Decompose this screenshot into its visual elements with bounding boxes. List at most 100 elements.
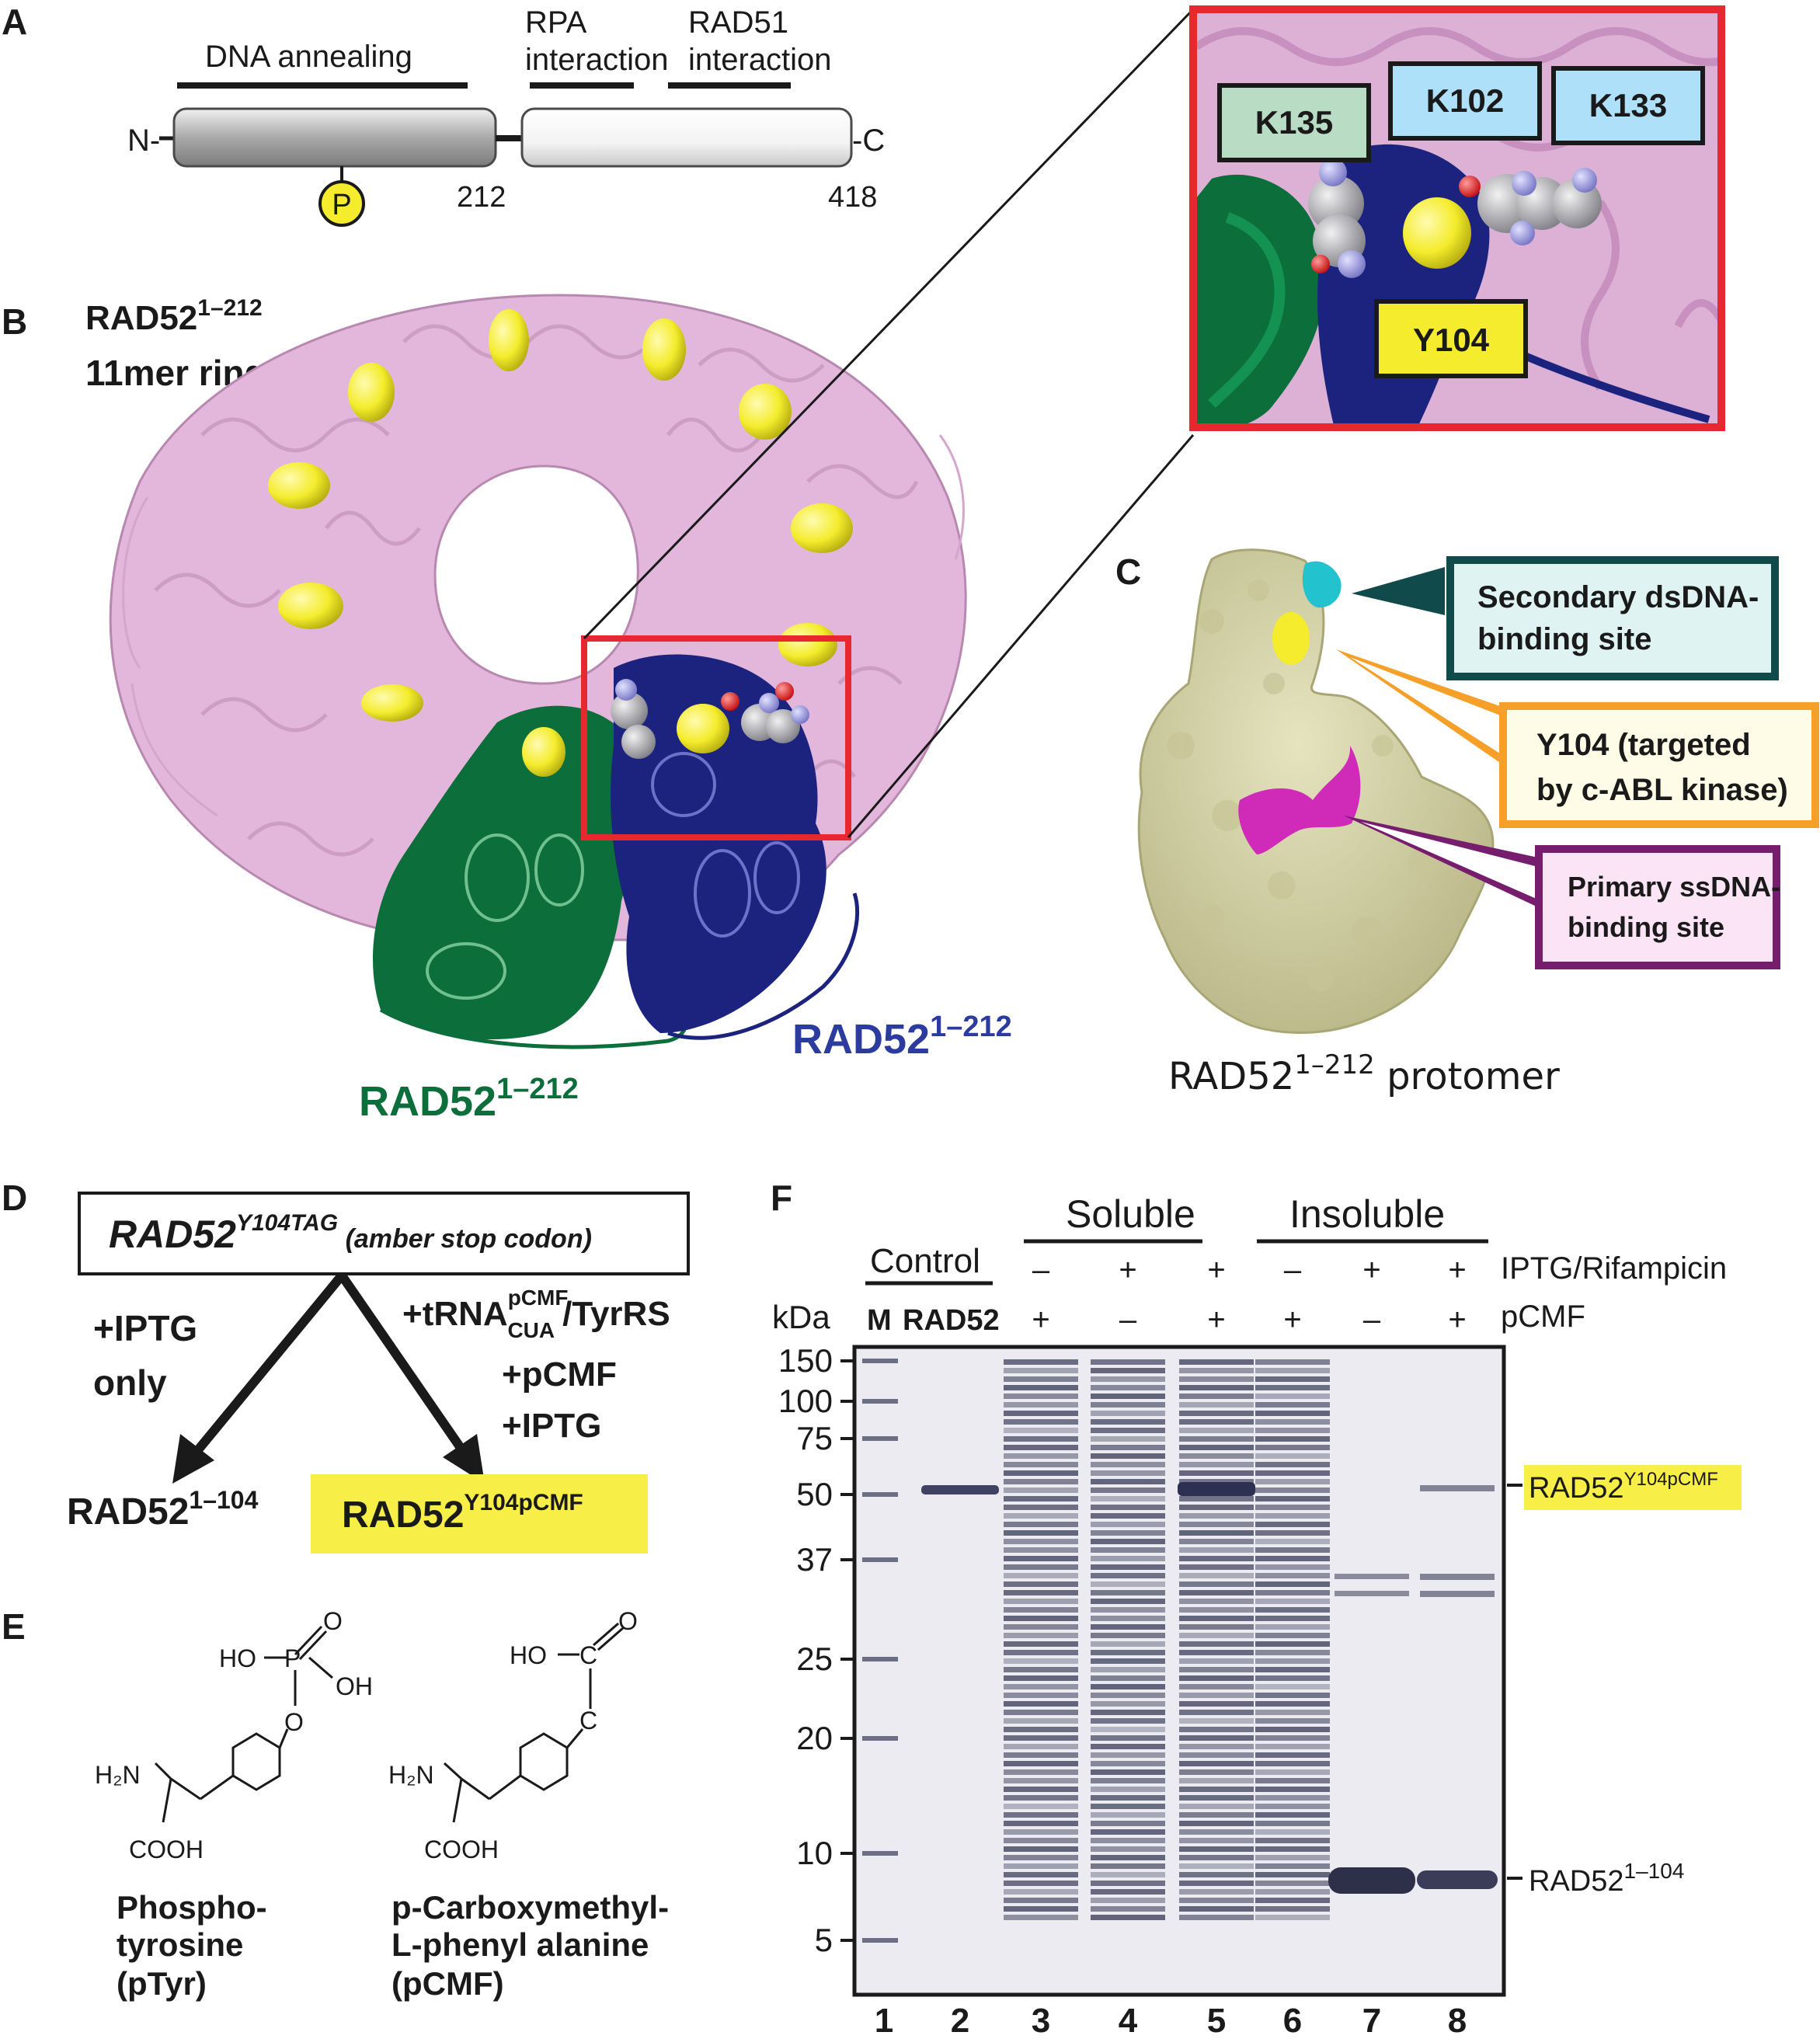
pcmf-sign-lane-8: + bbox=[1448, 1303, 1466, 1337]
lane-6-band bbox=[1255, 1496, 1330, 1501]
lane-5-band bbox=[1179, 1402, 1254, 1407]
lane-6-band bbox=[1255, 1462, 1330, 1467]
lane-3-band bbox=[1004, 1658, 1078, 1664]
lane-6-band bbox=[1255, 1675, 1330, 1681]
mw-label-100: 100 bbox=[778, 1383, 833, 1419]
amber-box bbox=[78, 1192, 690, 1275]
lane-5-band bbox=[1179, 1573, 1254, 1578]
lane-number-5: 5 bbox=[1207, 2002, 1226, 2039]
lane-6-band bbox=[1255, 1436, 1330, 1442]
lane-5-band bbox=[1179, 1829, 1254, 1835]
lane-4-band bbox=[1091, 1505, 1165, 1510]
lane-5-band bbox=[1179, 1684, 1254, 1689]
lane-numbers: 1 2 3 4 5 6 7 8 bbox=[875, 2002, 1467, 2039]
lane-5-band bbox=[1179, 1881, 1254, 1886]
lane-4-band bbox=[1091, 1462, 1165, 1467]
lane-4-band bbox=[1091, 1607, 1165, 1613]
lane-3-band bbox=[1004, 1846, 1078, 1852]
callout-3-line2: binding site bbox=[1568, 911, 1724, 943]
lane-6-band bbox=[1255, 1376, 1330, 1382]
lane-6-band bbox=[1255, 1889, 1330, 1895]
pcmf-name-line2: L-phenyl alanine bbox=[391, 1926, 649, 1963]
lane-5-band bbox=[1179, 1701, 1254, 1707]
lane-5-band bbox=[1179, 1710, 1254, 1715]
lane-6-band bbox=[1255, 1633, 1330, 1638]
lane-5-band bbox=[1179, 1616, 1254, 1621]
mw-label-50: 50 bbox=[796, 1476, 833, 1512]
ladder-band-37 bbox=[862, 1557, 898, 1562]
lane-3-band bbox=[1004, 1684, 1078, 1689]
phospho-marker bbox=[318, 180, 365, 227]
lane-4-band bbox=[1091, 1650, 1165, 1655]
lane-6-band bbox=[1255, 1667, 1330, 1672]
chemical-structures bbox=[154, 1622, 624, 1823]
lane-5-band bbox=[1179, 1385, 1254, 1390]
lane-4-band bbox=[1091, 1394, 1165, 1399]
chemical-labels: HO P O OH O H₂N COOH HO C O C H₂N COOH bbox=[95, 1607, 638, 1863]
lane-3-band bbox=[1004, 1769, 1078, 1775]
lane-5-band bbox=[1179, 1547, 1254, 1553]
lane-4-band bbox=[1091, 1359, 1165, 1365]
lane-3-band bbox=[1004, 1710, 1078, 1715]
lane-6-band bbox=[1255, 1744, 1330, 1749]
lane-3-band bbox=[1004, 1744, 1078, 1749]
lane-3-band bbox=[1004, 1496, 1078, 1501]
lane-4-band bbox=[1091, 1795, 1165, 1801]
rad51-label-1: RAD51 bbox=[688, 5, 788, 40]
lane-number-8: 8 bbox=[1448, 2002, 1467, 2039]
lane-3-band bbox=[1004, 1428, 1078, 1433]
lane-6-band bbox=[1255, 1453, 1330, 1459]
lane-6-band bbox=[1255, 1505, 1330, 1510]
lane-4-band bbox=[1091, 1744, 1165, 1749]
lane-8-band bbox=[1420, 1574, 1495, 1580]
lane-4-band bbox=[1091, 1778, 1165, 1783]
lane-3-band bbox=[1004, 1915, 1078, 1920]
full-length-band-highlight bbox=[1524, 1465, 1742, 1510]
lane-number-4: 4 bbox=[1119, 2002, 1138, 2039]
lane-5-band bbox=[1179, 1641, 1254, 1647]
ptyr-name-line3: (pTyr) bbox=[117, 1965, 207, 2002]
lane-3-band bbox=[1004, 1394, 1078, 1399]
lane-3-band bbox=[1004, 1368, 1078, 1373]
mw-label-150: 150 bbox=[778, 1342, 833, 1379]
lane-4-band bbox=[1091, 1376, 1165, 1382]
lane-3-band bbox=[1004, 1573, 1078, 1578]
lane-4-band bbox=[1091, 1385, 1165, 1390]
lane-5-full-length-band bbox=[1178, 1482, 1255, 1496]
panel-label-d: D bbox=[2, 1178, 27, 1218]
lane-4-band bbox=[1091, 1479, 1165, 1484]
lane-number-7: 7 bbox=[1362, 2002, 1381, 2039]
lane-6-band bbox=[1255, 1513, 1330, 1519]
ladder-band-20 bbox=[862, 1736, 898, 1741]
pcmf-sign-lane-3: + bbox=[1032, 1303, 1049, 1337]
gel-panel: Soluble Insoluble Control kDa M RAD52 IP… bbox=[772, 1192, 1742, 2039]
lane-3-band bbox=[1004, 1787, 1078, 1792]
lane-3-band bbox=[1004, 1607, 1078, 1613]
navy-protomer-label: RAD521–212 bbox=[792, 1011, 1012, 1063]
ladder-band-10 bbox=[862, 1851, 898, 1856]
k133-label-box bbox=[1551, 66, 1705, 145]
lane-3-band bbox=[1004, 1470, 1078, 1476]
lane-5-band bbox=[1179, 1769, 1254, 1775]
lane-6-band bbox=[1255, 1898, 1330, 1903]
lane-4-band bbox=[1091, 1411, 1165, 1416]
lane-3-band bbox=[1004, 1855, 1078, 1860]
lane-6-band bbox=[1255, 1445, 1330, 1450]
position-212-label: 212 bbox=[457, 181, 506, 214]
lane-3-band bbox=[1004, 1505, 1078, 1510]
lane-3-band bbox=[1004, 1718, 1078, 1724]
lane-4-band bbox=[1091, 1470, 1165, 1476]
lane-4-band bbox=[1091, 1539, 1165, 1544]
lane-6-band bbox=[1255, 1778, 1330, 1783]
lane-3-band bbox=[1004, 1675, 1078, 1681]
lane-4-band bbox=[1091, 1881, 1165, 1886]
ptyr-cooh: COOH bbox=[129, 1835, 204, 1863]
lane-5-band bbox=[1179, 1436, 1254, 1442]
control-label: Control bbox=[870, 1242, 980, 1280]
lane-number-3: 3 bbox=[1032, 2002, 1050, 2039]
k135-label-box bbox=[1217, 83, 1371, 162]
lane-4-band bbox=[1091, 1590, 1165, 1595]
ring-protomer-green bbox=[373, 705, 639, 1040]
